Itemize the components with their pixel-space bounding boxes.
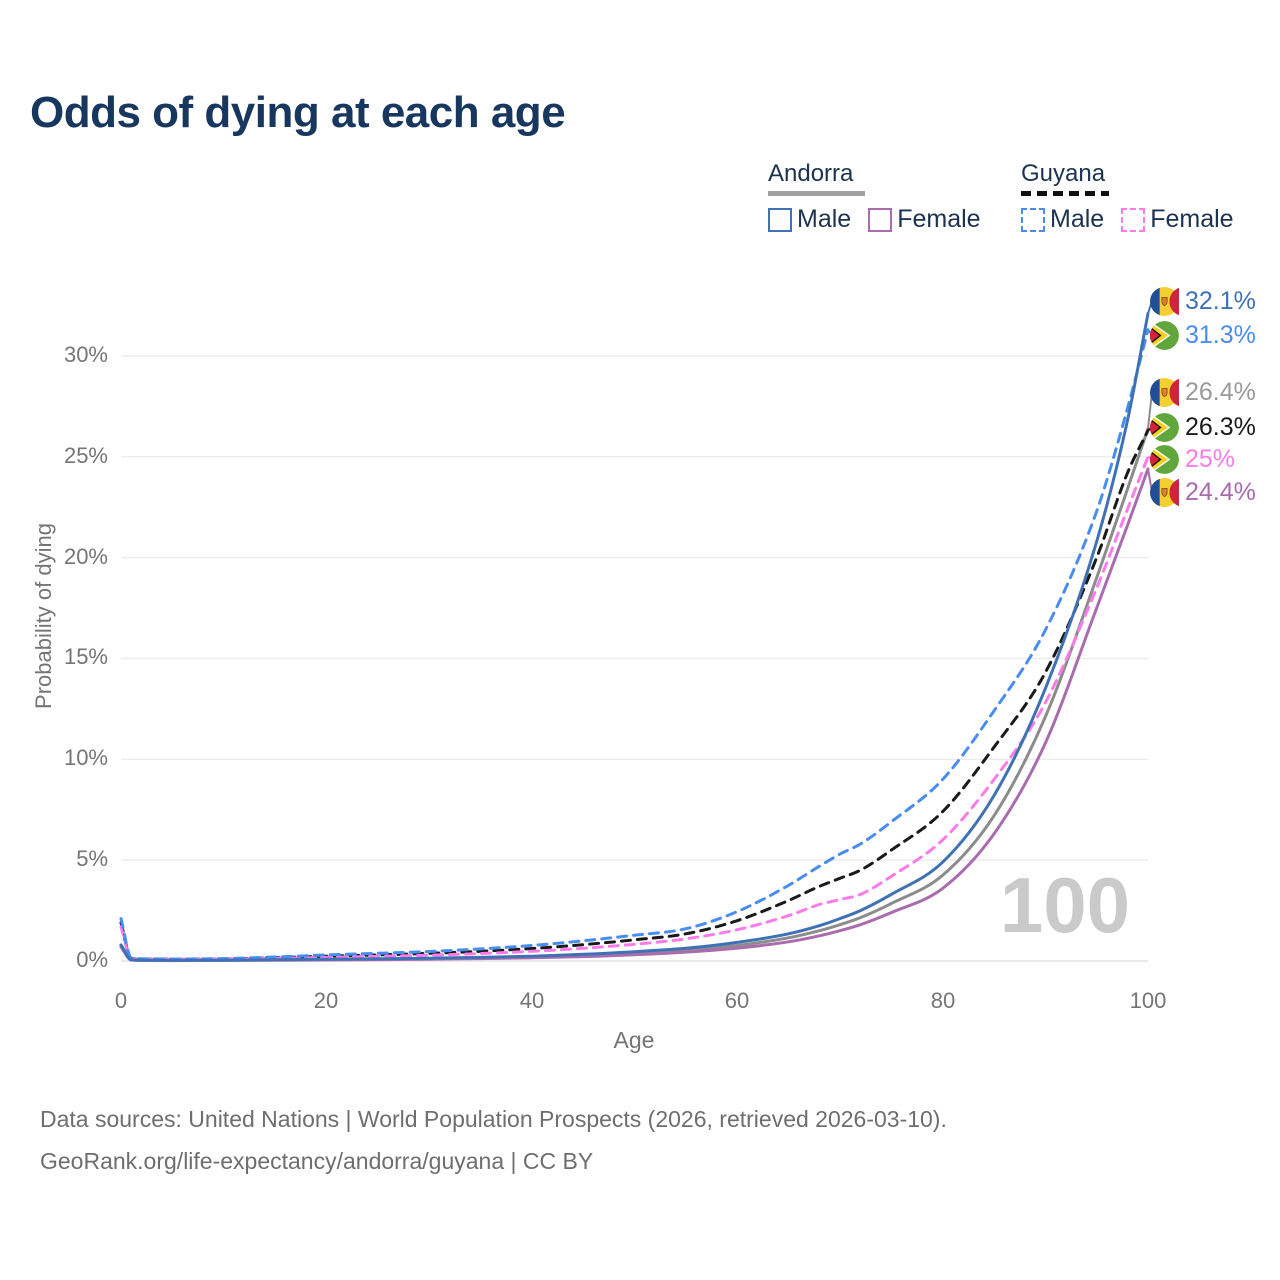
end-label-andorra-male: 32.1% xyxy=(1150,286,1256,316)
y-tick-15: 15% xyxy=(63,644,108,669)
x-tick-100: 100 xyxy=(1129,988,1167,1013)
guyana-male-swatch xyxy=(1021,207,1045,232)
legend-label-guyana-female: Female xyxy=(1150,205,1234,233)
footer-data-sources: Data sources: United Nations | World Pop… xyxy=(40,1106,947,1132)
x-tick-20: 20 xyxy=(313,988,339,1013)
legend-country-andorra: Andorra xyxy=(768,160,998,196)
legend-country-guyana: Guyana xyxy=(1021,160,1251,196)
guyana-flag-icon xyxy=(1150,321,1179,350)
guyana-flag-icon xyxy=(1150,413,1179,442)
y-tick-30: 30% xyxy=(63,342,108,367)
legend-item-andorra-male[interactable]: Male xyxy=(768,205,851,234)
end-value-andorra-female: 24.4% xyxy=(1185,477,1256,506)
y-tick-10: 10% xyxy=(63,745,108,770)
end-label-guyana-female: 25% xyxy=(1150,444,1235,474)
end-value-guyana-female: 25% xyxy=(1185,444,1236,473)
legend-label-andorra-female: Female xyxy=(897,205,981,233)
legend-item-guyana-female[interactable]: Female xyxy=(1121,205,1234,234)
x-tick-0: 0 xyxy=(114,988,128,1013)
andorra-female-swatch xyxy=(868,207,893,232)
y-tick-20: 20% xyxy=(63,544,108,569)
y-tick-5: 5% xyxy=(76,846,108,871)
end-value-guyana-overall: 26.3% xyxy=(1185,412,1256,441)
y-tick-25: 25% xyxy=(63,443,108,468)
series-line-andorra-female xyxy=(119,467,1150,963)
x-axis-title: Age xyxy=(613,1027,655,1053)
andorra-solid-line-swatch xyxy=(768,191,865,196)
series-line-andorra-male xyxy=(119,312,1150,962)
series-line-guyana-overall xyxy=(119,429,1150,961)
end-value-guyana-male: 31.3% xyxy=(1185,320,1256,349)
end-label-andorra-female: 24.4% xyxy=(1150,477,1256,507)
end-label-andorra-overall: 26.4% xyxy=(1150,377,1256,407)
andorra-flag-icon xyxy=(1150,286,1179,316)
page-title: Odds of dying at each age xyxy=(30,88,566,137)
guyana-dashed-line-swatch xyxy=(1021,191,1109,196)
end-value-andorra-overall: 26.4% xyxy=(1185,377,1256,406)
end-label-guyana-male: 31.3% xyxy=(1150,320,1256,350)
legend-label-andorra-male: Male xyxy=(797,205,852,233)
x-tick-60: 60 xyxy=(724,988,750,1013)
series-line-guyana-male xyxy=(119,328,1150,961)
end-label-guyana-overall: 26.3% xyxy=(1150,412,1256,442)
footer-attribution: GeoRank.org/life-expectancy/andorra/guya… xyxy=(40,1148,594,1174)
andorra-male-swatch xyxy=(768,207,792,232)
series-line-andorra-overall xyxy=(119,427,1150,962)
age-watermark: 100 xyxy=(999,861,1131,949)
legend-label-guyana-male: Male xyxy=(1050,205,1105,233)
legend-item-andorra-female[interactable]: Female xyxy=(868,205,981,234)
footer: Data sources: United Nations | World Pop… xyxy=(40,1098,947,1182)
andorra-flag-icon xyxy=(1150,377,1179,407)
legend-group-andorra: Andorra Male Female xyxy=(768,160,998,234)
series-line-guyana-female xyxy=(119,455,1150,961)
legend-item-guyana-male[interactable]: Male xyxy=(1021,205,1104,234)
y-axis-title: Probability of dying xyxy=(31,523,56,709)
andorra-flag-icon xyxy=(1150,477,1179,507)
guyana-female-swatch xyxy=(1121,207,1146,232)
guyana-flag-icon xyxy=(1150,445,1179,474)
legend-group-guyana: Guyana Male Female xyxy=(1021,160,1251,234)
end-value-andorra-male: 32.1% xyxy=(1185,286,1256,315)
x-tick-40: 40 xyxy=(519,988,545,1013)
x-tick-80: 80 xyxy=(930,988,956,1013)
y-tick-0: 0% xyxy=(76,947,108,972)
